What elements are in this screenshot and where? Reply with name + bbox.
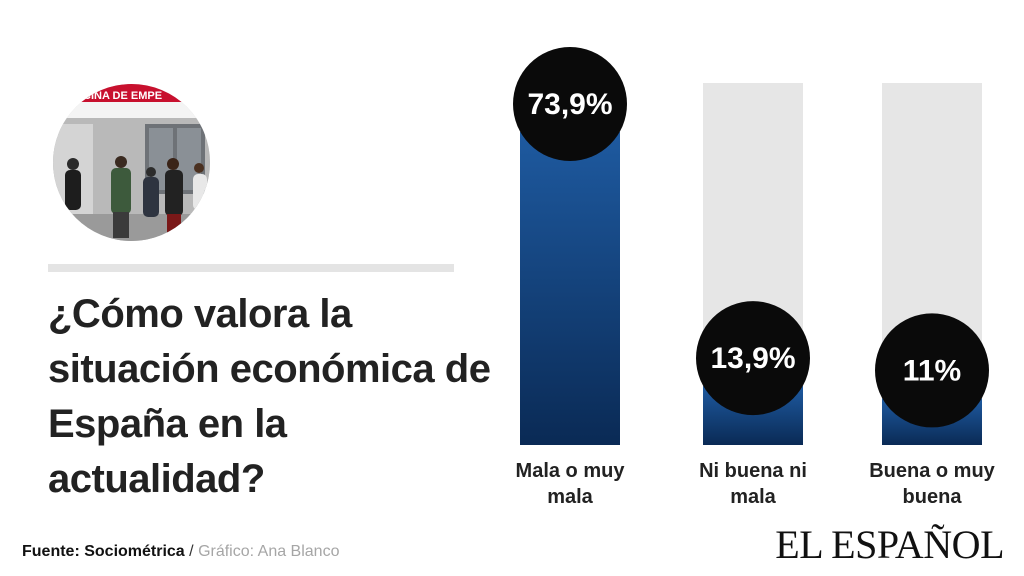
value-label: 73,9% bbox=[527, 88, 612, 121]
category-label: Buena o muy buena bbox=[869, 460, 995, 508]
brand-logo: EL ESPAÑOL bbox=[775, 522, 1004, 567]
footer-credit: Gráfico: Ana Blanco bbox=[198, 543, 340, 560]
title-divider bbox=[48, 264, 454, 272]
news-photo: CINA DE EMPE bbox=[53, 84, 210, 241]
value-label: 13,9% bbox=[710, 342, 795, 375]
value-bubble bbox=[513, 47, 627, 161]
value-label: 11% bbox=[903, 354, 961, 387]
category-label: Ni buena ni mala bbox=[699, 460, 807, 508]
category-label: Mala o muy mala bbox=[515, 460, 625, 508]
bar bbox=[520, 132, 620, 445]
footer-source-text: Fuente: Sociométrica bbox=[22, 543, 185, 560]
footer-separator: / bbox=[189, 543, 194, 560]
photo-sign-text: CINA DE EMPE bbox=[83, 90, 162, 102]
value-bubble bbox=[696, 301, 810, 416]
queue-photo-illustration: CINA DE EMPE bbox=[53, 84, 210, 241]
chart-question-title: ¿Cómo valora la situación económica de E… bbox=[48, 292, 491, 501]
value-bubble bbox=[875, 313, 989, 428]
footer-source: Fuente: Sociométrica / Gráfico: Ana Blan… bbox=[22, 543, 339, 561]
